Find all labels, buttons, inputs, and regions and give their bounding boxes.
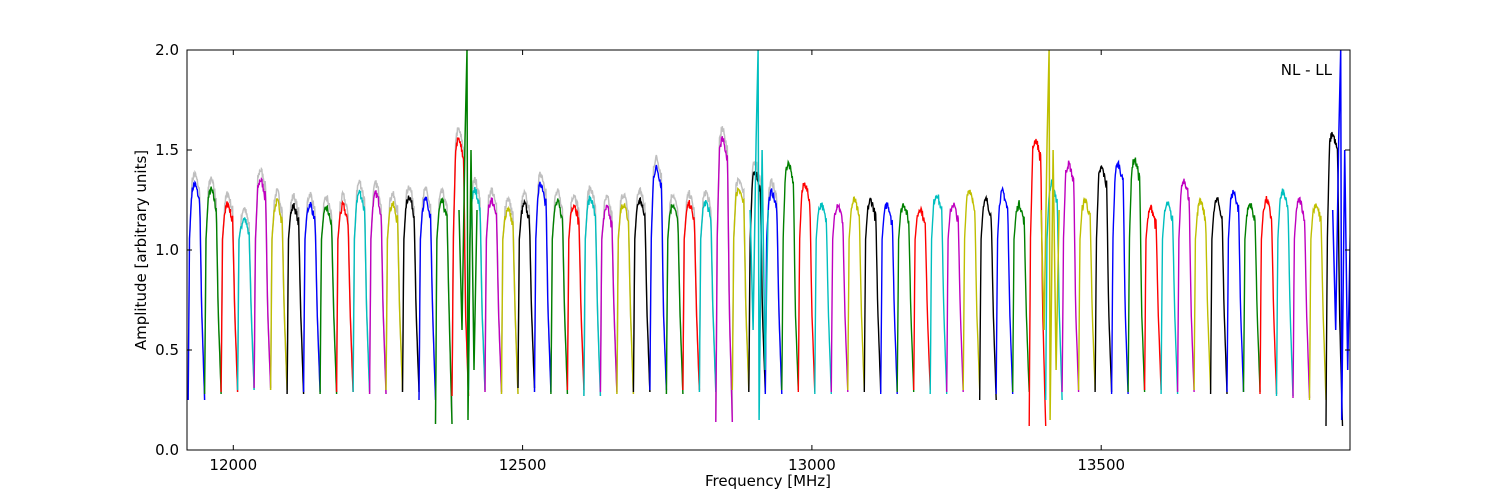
subband-series-line (385, 201, 404, 391)
series-layer (187, 50, 1350, 427)
subband-series-line (500, 205, 519, 395)
subband-series-line (880, 202, 898, 395)
subband-series-line (781, 159, 799, 391)
subband-series-line (220, 201, 239, 393)
subband-series-line (847, 196, 865, 391)
subband-series-line (1127, 157, 1146, 393)
subband-series-line (979, 194, 997, 401)
subband-series-line (995, 185, 1014, 395)
subband-series-line (253, 177, 272, 389)
y-tick-label: 2.0 (155, 41, 179, 59)
subband-series-line (187, 179, 206, 401)
subband-series-line (946, 202, 964, 393)
x-tick-label: 12500 (499, 456, 547, 474)
x-tick-label: 13000 (788, 456, 836, 474)
subband-series-line (484, 197, 503, 393)
subband-series-line (418, 196, 437, 401)
subband-series-line (1242, 203, 1261, 393)
subband-series-line (1193, 197, 1212, 391)
subband-series-line (682, 199, 701, 391)
spike-line (458, 50, 478, 421)
subband-series-line (1094, 165, 1113, 393)
subband-series-line (583, 195, 602, 397)
subband-series-line (1325, 131, 1344, 427)
subband-series-line (269, 198, 288, 391)
subband-series-line (1143, 204, 1162, 391)
ticks-layer: 12000 12500 13000 13500 0.0 0.5 1.0 1.5 2.0 (155, 41, 1350, 474)
subband-series-line (731, 186, 750, 391)
subband-series-line (1012, 200, 1030, 393)
subband-series-line (962, 189, 981, 391)
subband-series-line (302, 201, 321, 393)
subband-series-line (236, 217, 255, 391)
subband-series-line (434, 196, 453, 425)
subband-series-line (1292, 196, 1311, 399)
subband-series-line (401, 195, 420, 393)
subband-series-line (913, 205, 931, 391)
subband-series-line (1160, 201, 1179, 395)
subband-series-line (1308, 203, 1327, 401)
subband-series-line (698, 199, 717, 393)
x-tick-label: 13500 (1077, 456, 1125, 474)
subband-series-line (550, 198, 569, 395)
subband-series-line (748, 171, 766, 393)
subband-series-line (1275, 188, 1294, 397)
subband-series-line (368, 190, 387, 395)
subband-series-line (451, 137, 470, 397)
subband-series-line (599, 204, 618, 393)
subband-series-line (1259, 196, 1278, 395)
chart-annotation: NL - LL (1281, 61, 1333, 79)
subband-series-line (1209, 197, 1228, 395)
plot-background (187, 50, 1350, 450)
subband-series-line (566, 204, 585, 391)
y-tick-label: 1.0 (155, 241, 179, 259)
y-tick-label: 0.5 (155, 341, 179, 359)
subband-series-line (1028, 138, 1047, 427)
subband-series-line (1077, 196, 1096, 391)
subband-series-line (1226, 189, 1245, 393)
x-tick-label: 12000 (209, 456, 257, 474)
y-axis-title: Amplitude [arbitrary units] (132, 150, 150, 350)
subband-series-line (665, 203, 684, 395)
subband-series-line (203, 186, 222, 395)
subband-series-line (1110, 159, 1129, 395)
spike-line (1040, 50, 1060, 421)
spike-line (749, 50, 769, 421)
subband-series-line (649, 164, 668, 391)
subband-series-line (352, 189, 371, 393)
subband-series-line (517, 198, 536, 389)
x-axis-title: Frequency [MHz] (705, 472, 831, 490)
y-tick-label: 0.0 (155, 441, 179, 459)
subband-series-line (715, 136, 733, 423)
y-tick-label: 1.5 (155, 141, 179, 159)
subband-series-line (863, 197, 882, 393)
subband-series-line (286, 203, 305, 395)
subband-series-line (929, 194, 948, 395)
subband-series-line (896, 203, 915, 393)
subband-series-line (1061, 160, 1080, 393)
subband-series-line (830, 202, 849, 393)
spike-line (1331, 50, 1350, 421)
subband-series-line (319, 204, 338, 395)
subband-series-line (1176, 178, 1195, 393)
subband-series-line (814, 202, 832, 395)
subband-series-line (616, 202, 635, 395)
subband-series-line (335, 199, 354, 393)
subband-series-line (533, 181, 552, 393)
subband-series-line (797, 182, 816, 393)
subband-series-line (632, 196, 651, 393)
